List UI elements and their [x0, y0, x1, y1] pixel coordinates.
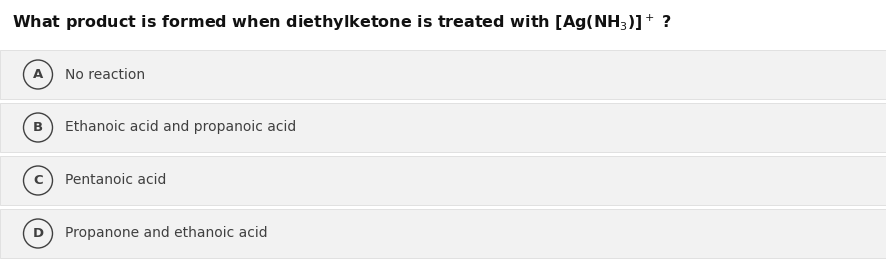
- Text: Propanone and ethanoic acid: Propanone and ethanoic acid: [65, 227, 267, 241]
- Text: B: B: [33, 121, 43, 134]
- FancyBboxPatch shape: [0, 156, 886, 205]
- Text: D: D: [33, 227, 43, 240]
- Text: Ethanoic acid and propanoic acid: Ethanoic acid and propanoic acid: [65, 121, 296, 134]
- Text: Pentanoic acid: Pentanoic acid: [65, 173, 166, 188]
- FancyBboxPatch shape: [0, 209, 886, 258]
- Text: C: C: [33, 174, 43, 187]
- Text: A: A: [33, 68, 43, 81]
- Text: No reaction: No reaction: [65, 68, 144, 81]
- Text: What product is formed when diethylketone is treated with [Ag(NH$_3$)]$^+$ ?: What product is formed when diethylketon…: [12, 13, 672, 33]
- FancyBboxPatch shape: [0, 50, 886, 99]
- FancyBboxPatch shape: [0, 103, 886, 152]
